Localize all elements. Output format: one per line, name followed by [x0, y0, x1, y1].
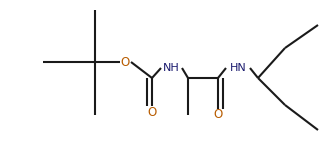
Text: O: O	[120, 55, 130, 69]
Text: HN: HN	[230, 63, 246, 73]
Text: O: O	[214, 108, 223, 122]
Text: NH: NH	[163, 63, 179, 73]
Text: O: O	[147, 106, 156, 119]
